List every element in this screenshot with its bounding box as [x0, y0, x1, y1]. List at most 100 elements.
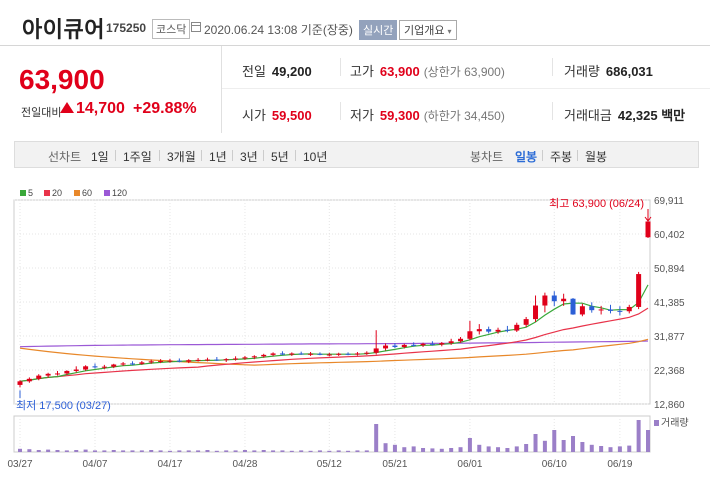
ma120-line: [19, 340, 649, 348]
caret-down-icon: ▾: [447, 27, 452, 36]
volume-bar: [355, 450, 360, 452]
volume-bar: [149, 450, 154, 452]
volume-bar: [92, 450, 97, 452]
up-arrow-icon: [60, 102, 74, 113]
candle-body: [383, 345, 389, 349]
prev-close-cell: 전일 49,200: [242, 64, 312, 79]
volume-bar: [346, 450, 351, 452]
candle-body: [289, 353, 295, 355]
volume-bar: [467, 438, 472, 452]
y-tick-label: 60,402: [654, 230, 685, 241]
candle-body: [458, 338, 464, 342]
period-5y-button[interactable]: 5년: [271, 150, 289, 164]
change-percent: +29.88%: [133, 100, 197, 117]
candle-body: [36, 375, 42, 379]
x-tick-label: 04/17: [157, 459, 182, 470]
legend-swatch: [74, 190, 80, 196]
ma60-line: [19, 338, 649, 366]
volume-bar: [158, 450, 163, 452]
change-label: 전일대비: [21, 107, 62, 119]
volume-bar: [27, 449, 32, 452]
volume-legend-swatch: [654, 420, 659, 426]
period-1w-button[interactable]: 1주일: [123, 150, 152, 164]
candle-body: [570, 298, 576, 315]
volume-bar: [205, 450, 210, 452]
candle-body: [17, 381, 23, 385]
min-annotation: 최저 17,500 (03/27): [16, 399, 111, 412]
candle-body: [279, 353, 285, 355]
period-10y-button[interactable]: 10년: [303, 150, 328, 164]
price-chart[interactable]: 69,911 60,402 50,894 41,385 31,877 22,368 12,8…: [0, 180, 710, 490]
volume-bar: [242, 450, 247, 452]
timestamp: 2020.06.24 13:08 기준(장중): [204, 23, 353, 37]
volume-bar: [402, 447, 407, 452]
volume-bar: [139, 450, 144, 452]
candle-body: [411, 344, 417, 346]
period-1d-button[interactable]: 1일: [91, 150, 109, 164]
period-1y-button[interactable]: 1년: [209, 150, 227, 164]
info-row: 시가 59,500 저가 59,300 (하한가 34,450) 거래대금 42,325…: [222, 90, 710, 133]
volume-bar: [111, 450, 116, 452]
volume-bar: [646, 430, 650, 452]
volume-bar: [46, 449, 51, 452]
volume-bar: [261, 450, 266, 452]
candle-body: [542, 295, 548, 306]
volume-bar: [299, 450, 304, 452]
candle-body: [270, 353, 276, 355]
candle-body: [486, 329, 492, 332]
candle-body: [223, 359, 229, 361]
legend-swatch: [20, 190, 26, 196]
volume-bar: [364, 450, 369, 452]
candle-body: [120, 363, 126, 365]
y-tick-label: 12,860: [654, 400, 685, 411]
volume-bar: [439, 448, 444, 452]
x-tick-label: 06/19: [607, 459, 632, 470]
candle-body: [45, 373, 51, 376]
quote-info-grid: 전일 49,200 고가 63,900 (상한가 63,900) 거래량 686,031…: [222, 46, 710, 133]
candle-body: [186, 360, 192, 362]
volume-bar: [496, 447, 501, 452]
volume-bar: [524, 444, 529, 452]
candle-body: [308, 353, 314, 355]
volume-legend-label: 거래량: [661, 417, 689, 429]
volume-bar: [542, 440, 547, 452]
period-3m-button[interactable]: 3개월: [167, 150, 196, 164]
volume-bar: [392, 444, 397, 452]
realtime-button[interactable]: 실시간: [359, 20, 398, 40]
y-tick-label: 69,911: [654, 196, 684, 207]
candle-body: [401, 344, 407, 348]
legend-swatch: [44, 190, 50, 196]
y-tick-label: 50,894: [654, 264, 685, 275]
volume-bar: [505, 448, 510, 452]
volume-bar: [336, 450, 341, 452]
volume-bar: [271, 450, 276, 452]
max-arrow-head: [644, 216, 652, 222]
volume-bar: [477, 444, 482, 452]
volume-bar: [130, 450, 135, 452]
volume-bar: [55, 450, 60, 452]
volume-bar: [514, 446, 519, 452]
candle-body: [326, 354, 332, 356]
volume-bar: [280, 450, 285, 452]
candle-monthly-button[interactable]: 월봉: [585, 150, 608, 164]
candle-body: [242, 357, 248, 359]
market-badge: 코스닥: [152, 19, 191, 39]
candle-body: [204, 359, 210, 361]
company-info-dropdown[interactable]: 기업개요 ▾: [399, 20, 457, 40]
candle-body: [598, 309, 604, 311]
candle-body: [195, 359, 201, 361]
candle-body: [148, 361, 154, 363]
x-tick-label: 04/07: [82, 459, 107, 470]
candle-body: [92, 366, 98, 368]
volume-bar: [317, 450, 322, 452]
candle-body: [561, 298, 567, 302]
volume-bar: [327, 450, 332, 452]
volume-bar: [74, 450, 79, 452]
candle-body: [589, 306, 595, 311]
period-3y-button[interactable]: 3년: [240, 150, 258, 164]
candle-body: [233, 358, 239, 360]
candle-body: [167, 360, 173, 362]
candle-body: [336, 353, 342, 355]
candle-weekly-button[interactable]: 주봉: [550, 150, 573, 164]
candle-daily-button[interactable]: 일봉: [515, 150, 538, 164]
